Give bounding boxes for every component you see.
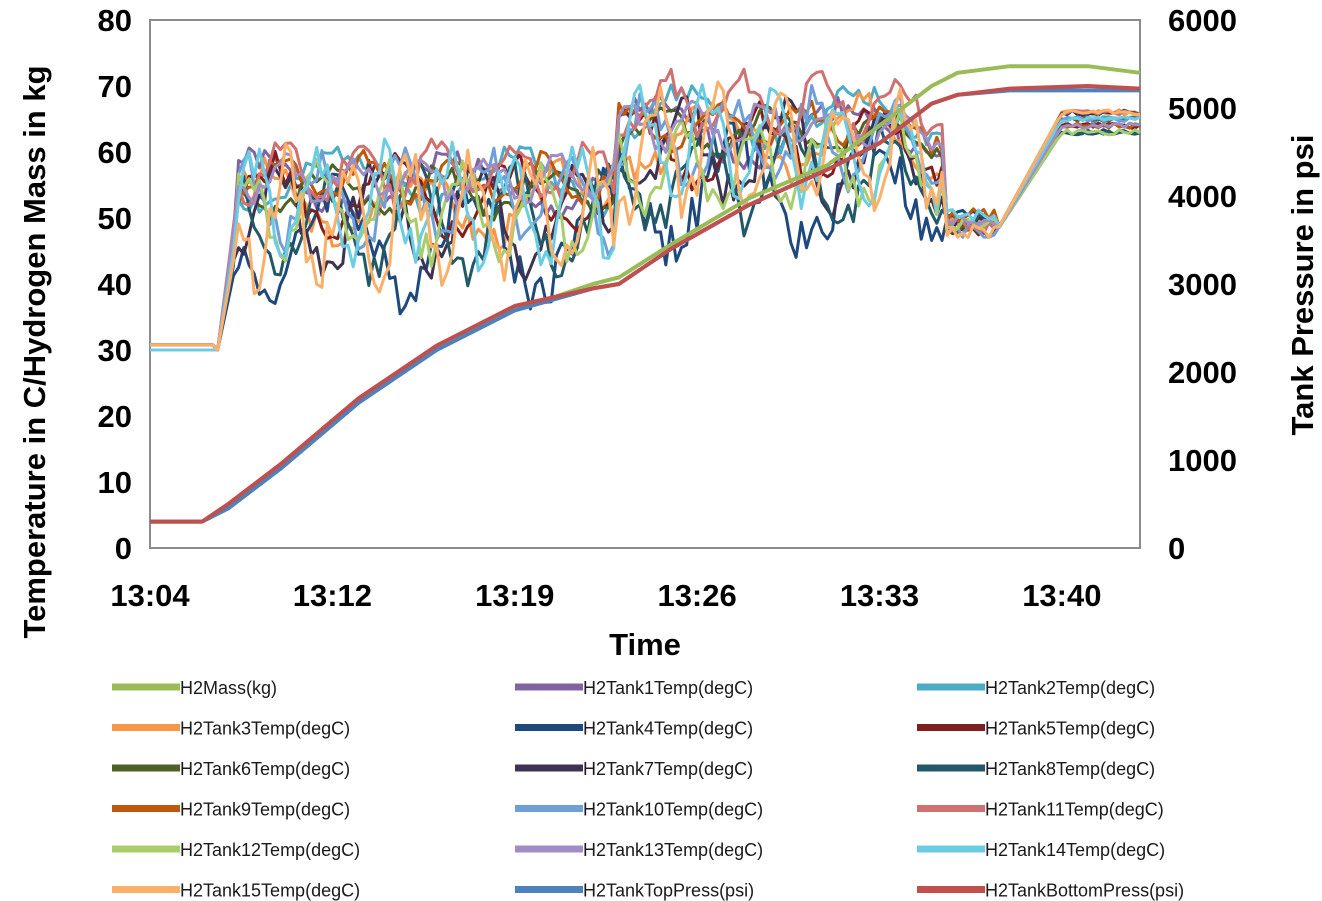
legend-label: H2Tank5Temp(degC) xyxy=(985,719,1155,739)
y2-axis-title: Tank Pressure in psi xyxy=(1285,135,1320,436)
legend-label: H2Tank7Temp(degC) xyxy=(583,759,753,779)
y2-tick-label: 5000 xyxy=(1168,91,1237,126)
y-tick-label: 40 xyxy=(98,267,132,302)
legend-label: H2Tank1Temp(degC) xyxy=(583,678,753,698)
legend-label: H2Tank9Temp(degC) xyxy=(180,800,350,820)
series-line xyxy=(150,83,1141,352)
legend-label: H2Tank2Temp(degC) xyxy=(985,678,1155,698)
x-tick-label: 13:40 xyxy=(1022,578,1101,613)
y-tick-label: 70 xyxy=(98,69,132,104)
y-tick-label: 50 xyxy=(98,201,132,236)
y-axis-title: Temperature in C/Hydrogen Mass in kg xyxy=(17,65,52,638)
y2-tick-label: 1000 xyxy=(1168,443,1237,478)
y-tick-label: 0 xyxy=(115,531,132,566)
legend-label: H2Tank4Temp(degC) xyxy=(583,719,753,739)
y2-tick-label: 6000 xyxy=(1168,3,1237,38)
x-axis-ticks: 13:04 13:12 13:19 13:26 13:33 13:40 xyxy=(110,578,1101,613)
y2-tick-label: 0 xyxy=(1168,531,1185,566)
legend-label: H2Tank8Temp(degC) xyxy=(985,759,1155,779)
y-tick-label: 20 xyxy=(98,399,132,434)
legend-label: H2Tank6Temp(degC) xyxy=(180,759,350,779)
plot-area xyxy=(149,19,1141,549)
legend-label: H2Tank10Temp(degC) xyxy=(583,800,763,820)
legend-label: H2Tank3Temp(degC) xyxy=(180,719,350,739)
x-tick-label: 13:12 xyxy=(293,578,372,613)
y2-tick-label: 4000 xyxy=(1168,179,1237,214)
x-tick-label: 13:19 xyxy=(475,578,554,613)
legend-label: H2Tank11Temp(degC) xyxy=(985,800,1164,820)
legend-label: H2Mass(kg) xyxy=(180,678,277,698)
y-axis-ticks: 0 10 20 30 40 50 60 70 80 xyxy=(98,3,132,566)
legend-label: H2Tank14Temp(degC) xyxy=(985,840,1165,860)
legend: H2Mass(kg) H2Tank1Temp(degC) H2Tank2Temp(d… xyxy=(112,678,1184,901)
legend-label: H2TankTopPress(psi) xyxy=(583,881,754,901)
legend-label: H2Tank15Temp(degC) xyxy=(180,881,360,901)
legend-label: H2Tank12Temp(degC) xyxy=(180,840,360,860)
legend-label: H2Tank13Temp(degC) xyxy=(583,840,763,860)
y2-tick-label: 3000 xyxy=(1168,267,1237,302)
y-tick-label: 80 xyxy=(98,3,132,38)
x-tick-label: 13:26 xyxy=(657,578,736,613)
legend-label: H2TankBottomPress(psi) xyxy=(985,881,1184,901)
y2-tick-label: 2000 xyxy=(1168,355,1237,390)
x-tick-label: 13:04 xyxy=(110,578,190,613)
x-tick-label: 13:33 xyxy=(840,578,919,613)
series-line xyxy=(150,116,1141,352)
y-tick-label: 30 xyxy=(98,333,132,368)
y-tick-label: 10 xyxy=(98,465,132,500)
series-layer xyxy=(150,64,1141,524)
series-line xyxy=(150,80,1141,352)
series-line xyxy=(150,84,1141,524)
y-tick-label: 60 xyxy=(98,135,132,170)
x-axis-title: Time xyxy=(609,627,681,662)
y2-axis-ticks: 0 1000 2000 3000 4000 5000 6000 xyxy=(1168,3,1237,566)
